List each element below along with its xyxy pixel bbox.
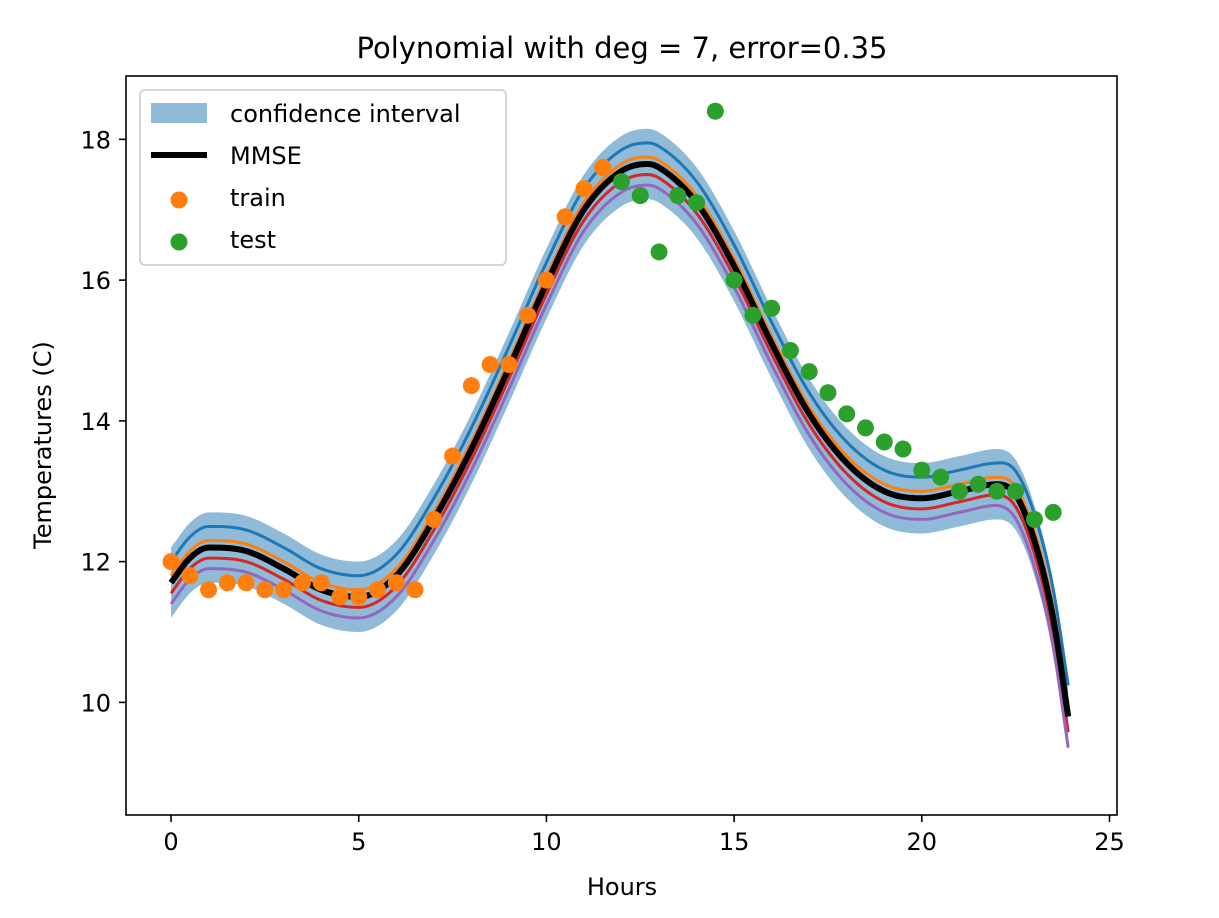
y-tick-label: 14 [80,408,111,436]
plot-frame [125,75,1118,816]
test-point [1025,510,1043,528]
train-point [218,574,236,592]
train-point [387,574,405,592]
test-point [1007,482,1025,500]
train-point [350,588,368,606]
test-point [819,384,837,402]
x-tick-label: 0 [163,828,178,856]
test-point [631,187,649,205]
train-point [237,574,255,592]
chart-title: Polynomial with deg = 7, error=0.35 [357,31,888,65]
test-point [856,419,874,437]
train-point [200,581,218,599]
x-tick-label: 15 [719,828,750,856]
fit-line-5 [169,183,1070,748]
test-point [725,271,743,289]
test-point [1044,503,1062,521]
train-point [406,581,424,599]
train-point [162,553,180,571]
test-point [744,306,762,324]
train-point [537,271,555,289]
legend-swatch-band [151,103,207,123]
train-point [293,574,311,592]
x-tick-label: 10 [531,828,562,856]
x-tick-label: 25 [1094,828,1125,856]
train-point [481,356,499,374]
legend-label: train [230,184,286,212]
train-point [444,447,462,465]
legend-label: confidence interval [230,100,461,128]
train-point [369,581,387,599]
y-tick-label: 18 [80,126,111,154]
x-tick-label: 20 [907,828,938,856]
test-point [950,482,968,500]
y-axis-label: Temperatures (C) [29,341,57,550]
test-point [669,187,687,205]
train-point [462,377,480,395]
legend-label: MMSE [230,142,302,170]
legend-swatch-test [170,233,188,251]
train-point [519,306,537,324]
test-point [838,405,856,423]
legend-label: test [230,226,276,254]
test-point [913,461,931,479]
y-tick-label: 12 [80,549,111,577]
test-point [613,173,630,191]
test-point [969,475,987,493]
train-point [256,581,274,599]
y-tick-label: 16 [80,267,111,295]
test-point [781,341,799,359]
test-point [875,433,893,451]
test-point [894,440,912,458]
train-point [594,158,612,176]
x-axis-label: Hours [587,873,657,901]
test-point [763,299,781,317]
test-point [800,363,818,381]
plot-area [162,102,1072,752]
train-point [575,180,593,198]
legend: confidence interval MMSE train test [139,89,507,266]
train-point [275,581,293,599]
legend-swatch-train [170,191,188,209]
train-point [331,588,349,606]
train-point [181,567,199,585]
x-tick-label: 5 [351,828,366,856]
train-point [500,356,518,374]
train-point [425,510,443,528]
axes: 0 5 10 15 20 25 10 12 14 16 18 [80,75,1125,856]
test-point [932,468,950,486]
train-point [556,208,574,226]
test-point [688,194,706,212]
test-point [988,482,1006,500]
train-point [312,574,330,592]
y-tick-label: 10 [80,689,111,717]
legend-box [139,89,507,266]
test-point [650,243,668,261]
test-point [706,102,724,120]
